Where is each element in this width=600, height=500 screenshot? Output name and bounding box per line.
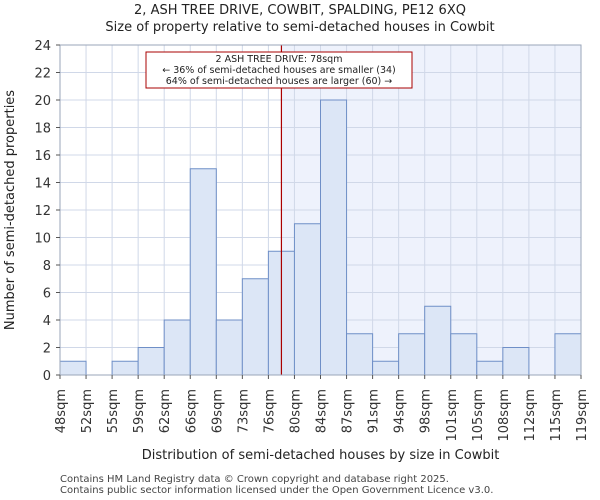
y-tick-2: 2 (43, 342, 51, 357)
bar-115sqm (554, 333, 582, 376)
bars (59, 99, 582, 376)
annotation-line-2: ← 36% of semi-detached houses are smalle… (162, 65, 396, 76)
y-axis-label: Number of semi-detached properties (3, 90, 18, 330)
x-tick-108sqm: 108sqm (497, 389, 512, 442)
bar-84sqm (320, 99, 348, 376)
x-tick-101sqm: 101sqm (445, 389, 460, 442)
x-tick-80sqm: 80sqm (288, 389, 303, 433)
x-tick-115sqm: 115sqm (549, 389, 564, 442)
footer-line-1: Contains HM Land Registry data © Crown c… (60, 474, 449, 485)
chart-title: 2, ASH TREE DRIVE, COWBIT, SPALDING, PE1… (134, 3, 466, 18)
y-tick-10: 10 (34, 232, 51, 247)
y-tick-6: 6 (43, 287, 51, 302)
x-tick-73sqm: 73sqm (236, 389, 251, 433)
bar-98sqm (424, 305, 452, 376)
annotation-box (145, 51, 413, 89)
x-tick-105sqm: 105sqm (471, 389, 486, 442)
bar-101sqm (450, 333, 478, 376)
x-tick-59sqm: 59sqm (132, 389, 147, 433)
bar-66sqm (189, 168, 217, 376)
x-tick-119sqm: 119sqm (575, 389, 590, 442)
x-axis-label: Distribution of semi-detached houses by … (142, 448, 500, 463)
x-tick-91sqm: 91sqm (367, 389, 382, 433)
x-axis-ticks: 48sqm 52sqm 55sqm 59sqm 62sqm 66sqm 69sqm 73sqm… (54, 375, 590, 442)
x-tick-112sqm: 112sqm (523, 389, 538, 442)
bar-87sqm (346, 333, 374, 376)
y-tick-8: 8 (43, 259, 51, 274)
x-tick-87sqm: 87sqm (341, 389, 356, 433)
marker-annotation: 2 ASH TREE DRIVE: 78sqm ← 36% of semi-de… (145, 51, 413, 89)
chart-subtitle: Size of property relative to semi-detach… (105, 20, 495, 35)
y-tick-18: 18 (34, 122, 51, 137)
bar-62sqm (163, 319, 191, 376)
bar-80sqm (293, 223, 322, 376)
y-tick-20: 20 (34, 94, 51, 109)
bar-48sqm (59, 360, 87, 376)
y-tick-24: 24 (34, 39, 51, 54)
bar-91sqm (372, 360, 400, 376)
footer-line-2: Contains public sector information licen… (60, 485, 494, 496)
y-tick-22: 22 (34, 67, 51, 82)
x-tick-62sqm: 62sqm (158, 389, 173, 433)
x-tick-48sqm: 48sqm (54, 389, 69, 433)
annotation-line-1: 2 ASH TREE DRIVE: 78sqm (216, 54, 343, 65)
x-tick-66sqm: 66sqm (184, 389, 199, 433)
y-tick-16: 16 (34, 149, 51, 164)
x-tick-98sqm: 98sqm (419, 389, 434, 433)
bar-55sqm (111, 360, 139, 376)
x-tick-94sqm: 94sqm (393, 389, 408, 433)
annotation-line-3: 64% of semi-detached houses are larger (… (166, 76, 393, 87)
y-tick-14: 14 (34, 177, 51, 192)
bar-59sqm (137, 347, 165, 376)
y-tick-12: 12 (34, 204, 51, 219)
bar-73sqm (241, 278, 269, 376)
bar-108sqm (502, 347, 530, 376)
x-tick-69sqm: 69sqm (210, 389, 225, 433)
bar-69sqm (215, 319, 243, 376)
x-tick-52sqm: 52sqm (80, 389, 95, 433)
y-tick-4: 4 (43, 314, 51, 329)
bar-105sqm (476, 360, 504, 376)
x-tick-55sqm: 55sqm (106, 389, 121, 433)
x-tick-76sqm: 76sqm (262, 389, 277, 433)
bar-94sqm (398, 333, 426, 376)
y-tick-0: 0 (43, 369, 51, 384)
x-tick-84sqm: 84sqm (315, 389, 330, 433)
